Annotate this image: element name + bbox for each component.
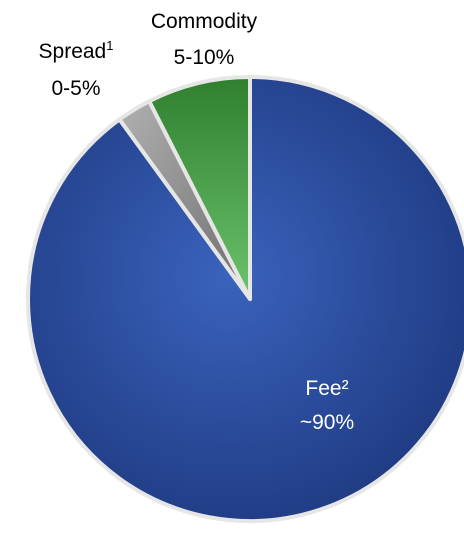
slice-label-spread-range: 0-5% [51, 77, 100, 100]
slice-name-fee: Fee [305, 377, 341, 400]
slice-label-fee-name: Fee² [305, 377, 348, 400]
slice-label-commodity-range: 5-10% [174, 46, 235, 69]
slice-label-fee-range: ~90% [300, 411, 354, 434]
slice-label-spread-name: Spread1 [39, 38, 114, 63]
pie-slice-fee [26, 75, 464, 523]
slice-marker-spread: 1 [106, 38, 113, 53]
slice-name-commodity: Commodity [151, 10, 258, 33]
slice-label-commodity-name: Commodity [151, 10, 258, 33]
pie-slice-commodity [147, 75, 252, 301]
slice-name-spread: Spread [39, 40, 107, 63]
slice-marker-fee: ² [342, 377, 349, 400]
pie-slices [26, 75, 464, 523]
